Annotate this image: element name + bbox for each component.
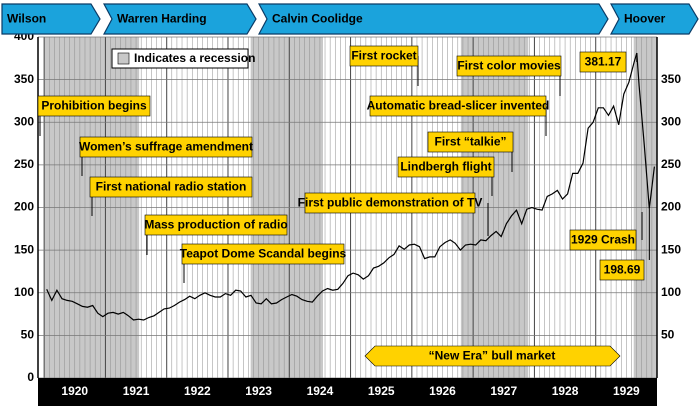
- annotation-box: [569, 229, 637, 251]
- y-tick-label: 50: [21, 328, 35, 342]
- annotation-box: [456, 55, 562, 77]
- y2-tick-label: 200: [661, 200, 681, 214]
- bull-market-arrow: [364, 345, 621, 367]
- annotation-text: First national radio station: [96, 180, 247, 194]
- annotation-text: 1929 Crash: [571, 233, 635, 247]
- president-banner: [103, 3, 257, 35]
- annotation-text: First public demonstration of TV: [298, 196, 483, 210]
- x-tick-label: 1922: [184, 384, 211, 398]
- annotation-box: [397, 156, 495, 178]
- annotation-text: Prohibition begins: [41, 99, 147, 113]
- annotation-text: First “talkie”: [434, 135, 506, 149]
- y-tick-label: 300: [14, 114, 34, 128]
- y-tick-label: 0: [27, 370, 34, 384]
- president-name: Warren Harding: [117, 12, 207, 26]
- annotation-box: [144, 214, 288, 236]
- president-banner: [258, 3, 609, 35]
- president-banner: [1, 3, 101, 35]
- president-name: Hoover: [624, 12, 666, 26]
- annotation-box: [79, 136, 253, 158]
- president-name: Calvin Coolidge: [272, 12, 363, 26]
- annotation-box: [89, 176, 253, 198]
- annotation-text: First color movies: [457, 59, 561, 73]
- x-tick-label: 1920: [61, 384, 88, 398]
- y2-tick-label: 300: [661, 114, 681, 128]
- x-axis-band: [38, 378, 657, 406]
- annotation-text: Mass production of radio: [144, 218, 287, 232]
- x-tick-label: 1924: [307, 384, 334, 398]
- president-banner: [610, 3, 699, 35]
- y2-tick-label: 50: [661, 328, 675, 342]
- legend-swatch: [117, 52, 130, 65]
- index-line: [46, 52, 655, 321]
- annotation-text: Teapot Dome Scandal begins: [180, 247, 347, 261]
- y-tick-label: 150: [14, 242, 34, 256]
- x-tick-label: 1925: [368, 384, 395, 398]
- y2-tick-label: 100: [661, 285, 681, 299]
- annotation-box: [349, 45, 419, 67]
- annotation-box: [427, 131, 514, 153]
- y-tick-label: 200: [14, 200, 34, 214]
- president-name: Wilson: [7, 12, 46, 26]
- legend-label: Indicates a recession: [134, 51, 255, 65]
- annotation-box: [304, 192, 476, 214]
- annotation-text: Automatic bread-slicer invented: [367, 99, 550, 113]
- y2-tick-label: 350: [661, 72, 681, 86]
- x-tick-label: 1921: [123, 384, 150, 398]
- highlight-label: 381.17: [585, 55, 622, 69]
- highlight-box: [599, 259, 645, 281]
- annotation-text: Lindbergh flight: [400, 160, 491, 174]
- x-tick-label: 1926: [429, 384, 456, 398]
- x-tick-label: 1929: [613, 384, 640, 398]
- annotation-text: Women’s suffrage amendment: [79, 140, 253, 154]
- highlight-box: [579, 51, 627, 73]
- bull-market-label: “New Era” bull market: [429, 349, 556, 363]
- annotation-box: [37, 95, 151, 117]
- legend-box: [111, 48, 249, 69]
- annotation-box: [181, 243, 345, 265]
- y2-tick-label: 150: [661, 242, 681, 256]
- x-tick-label: 1927: [490, 384, 517, 398]
- x-tick-label: 1928: [552, 384, 579, 398]
- highlight-label: 198.69: [604, 263, 641, 277]
- x-tick-label: 1923: [245, 384, 272, 398]
- y-tick-label: 100: [14, 285, 34, 299]
- annotation-box: [369, 95, 547, 117]
- annotation-text: First rocket: [351, 49, 416, 63]
- y-tick-label: 350: [14, 72, 34, 86]
- y2-tick-label: 250: [661, 157, 681, 171]
- y-tick-label: 250: [14, 157, 34, 171]
